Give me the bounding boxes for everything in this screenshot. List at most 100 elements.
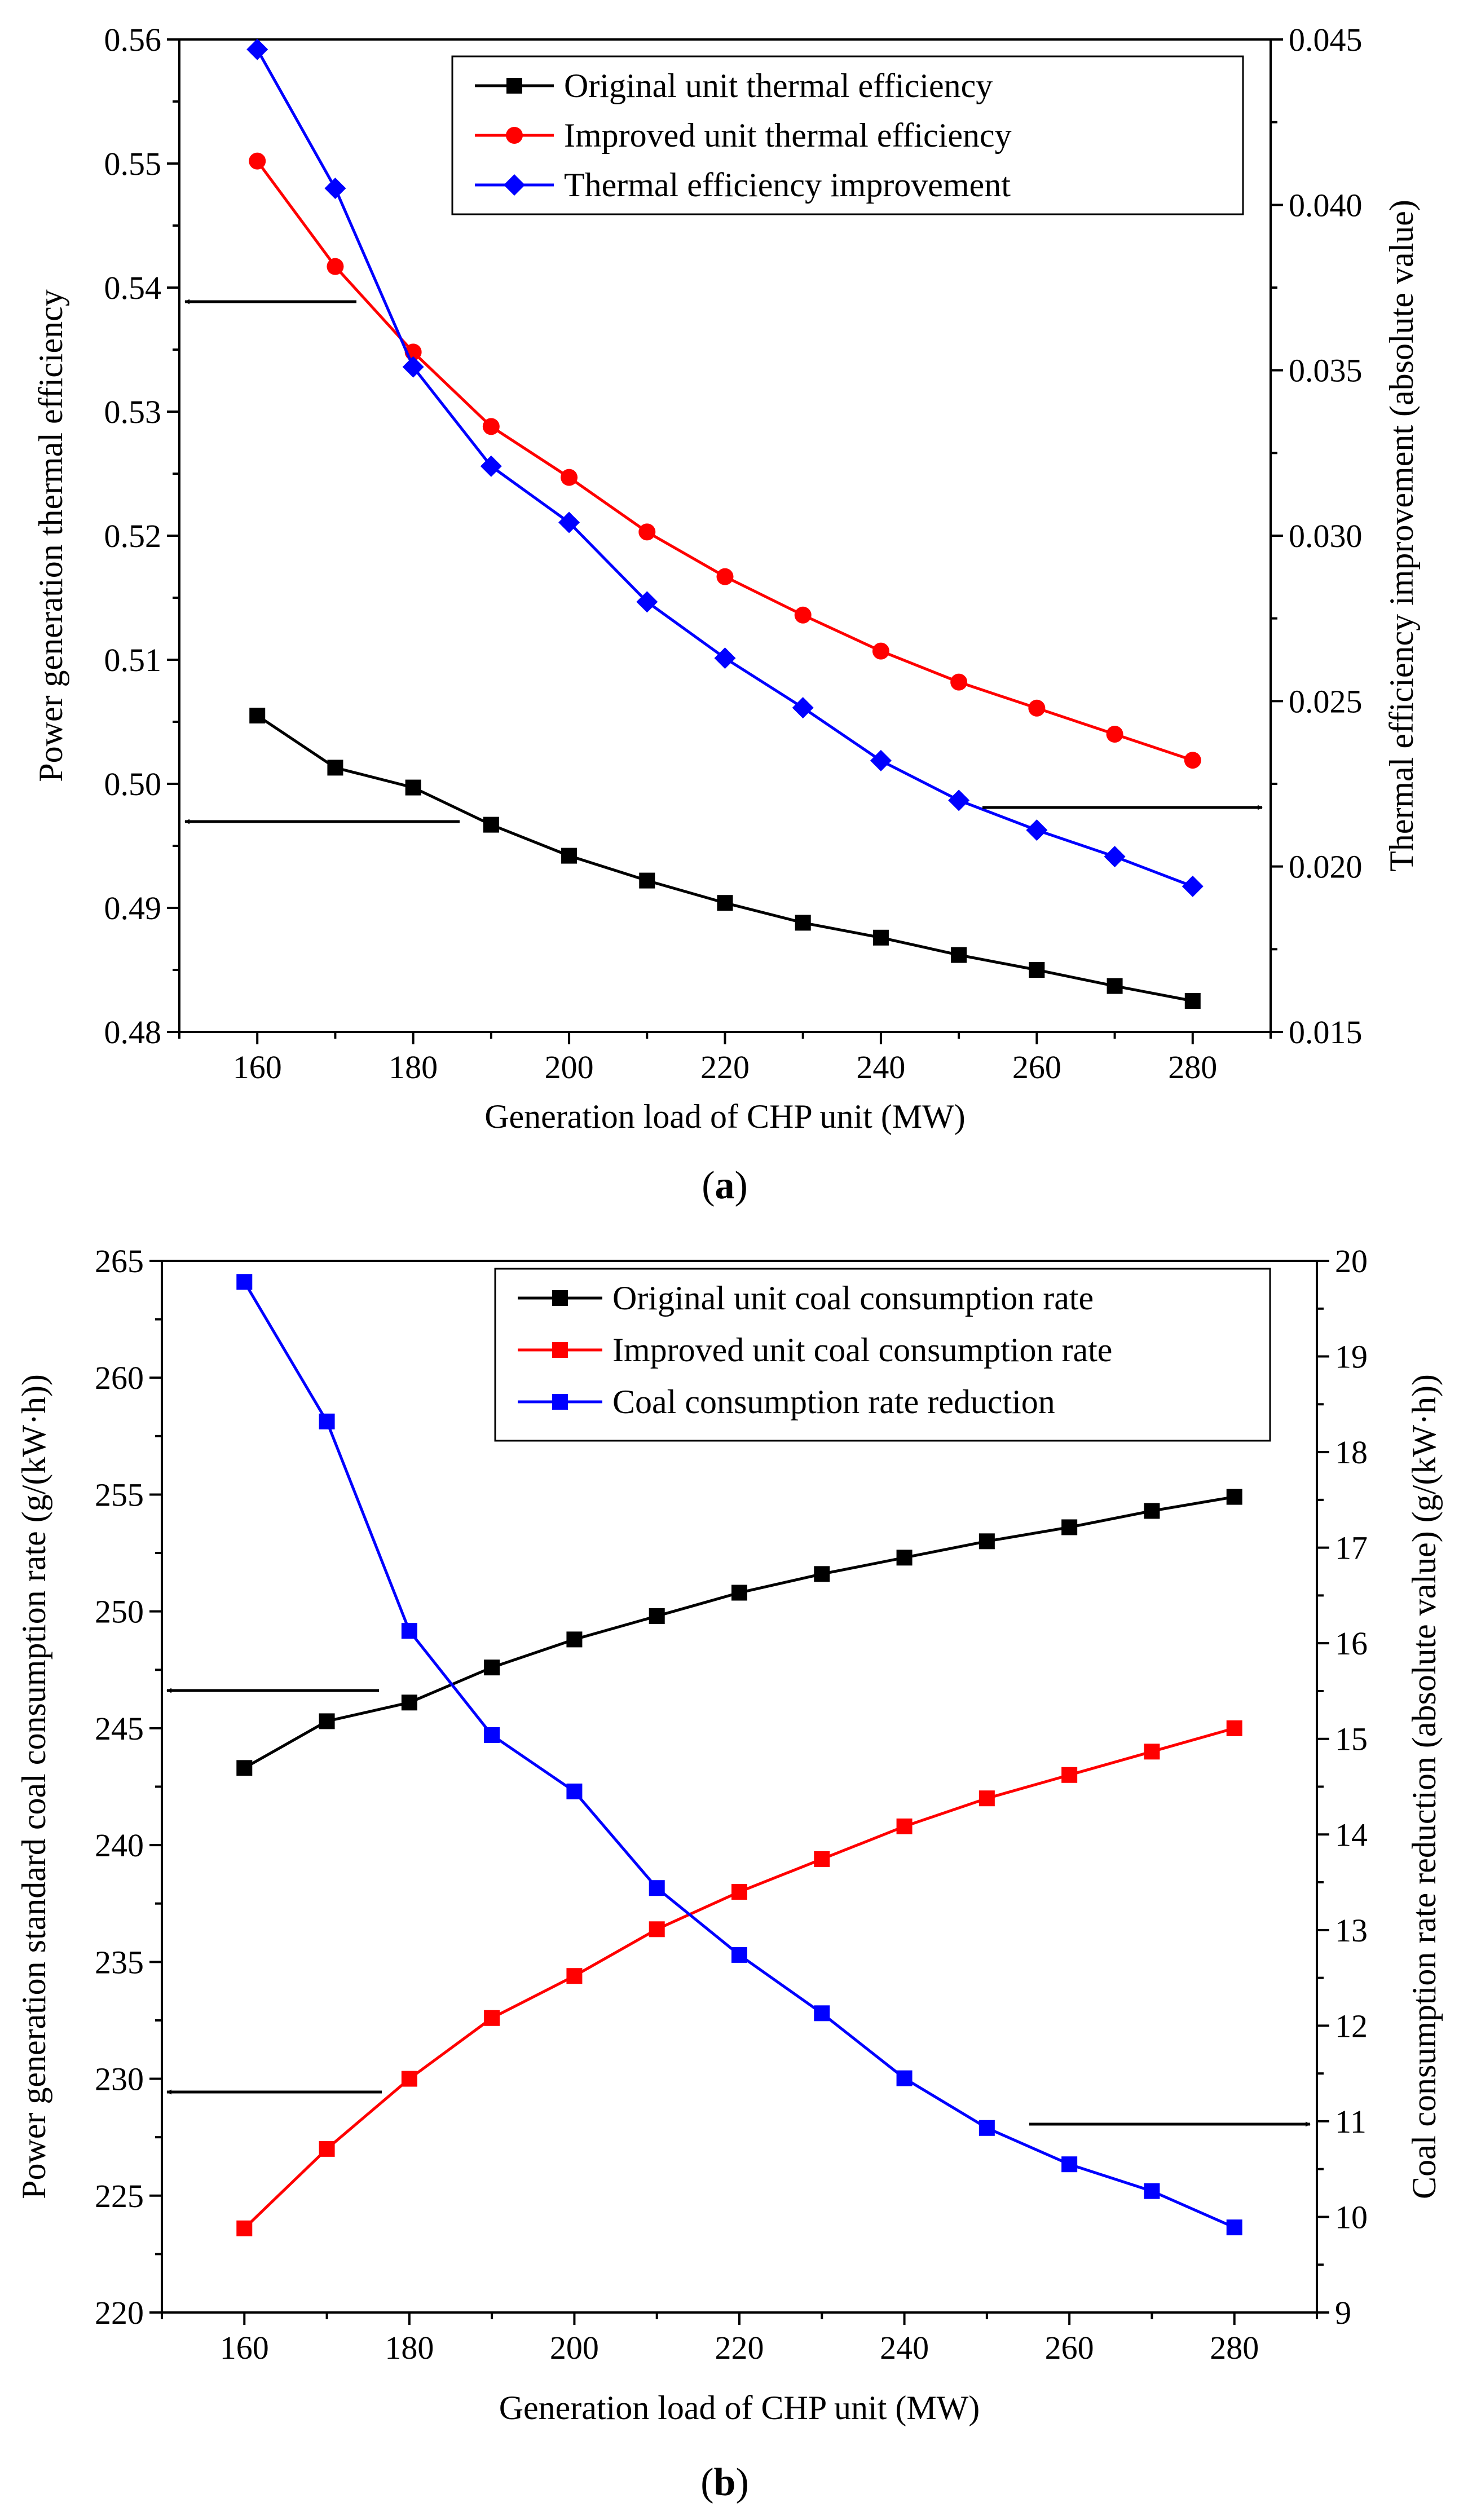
y-tick-label-225: 225 bbox=[95, 2178, 144, 2214]
series-line bbox=[244, 1495, 1235, 1769]
data-point-b-190 bbox=[484, 1660, 500, 1676]
chart-panel-a: 160 180 200 220 240 260 280 0.48 0.49 0.50 0.51 0.5… bbox=[32, 21, 1420, 1135]
x-tick-label-240: 240 bbox=[880, 2329, 929, 2366]
y-tick-label-0-56: 0.56 bbox=[104, 21, 162, 58]
y2-tick-label-16: 16 bbox=[1335, 1625, 1368, 1662]
data-point-a-270 bbox=[1104, 846, 1126, 868]
data-point-b-190 bbox=[484, 1727, 500, 1743]
y-tick-label-245: 245 bbox=[95, 1710, 144, 1747]
y2-tick-label-11: 11 bbox=[1335, 2103, 1367, 2140]
data-point-a-160 bbox=[246, 38, 268, 60]
data-point-a-180 bbox=[402, 356, 424, 378]
data-point-b-230 bbox=[814, 1566, 830, 1582]
data-point-b-220 bbox=[731, 1585, 747, 1601]
data-point-b-280 bbox=[1226, 2219, 1242, 2236]
legend-swatch-marker bbox=[552, 1394, 568, 1410]
x-tick-label-200: 200 bbox=[545, 1049, 594, 1085]
data-point-a-230 bbox=[794, 606, 812, 624]
data-point-b-200 bbox=[566, 1783, 583, 1799]
data-point-b-190 bbox=[484, 2010, 500, 2026]
y2-axis-title: Coal consumption rate reduction (absolut… bbox=[1405, 1374, 1443, 2199]
legend-box bbox=[494, 1268, 1271, 1442]
x-tick-label-280: 280 bbox=[1210, 2329, 1259, 2366]
y-tick-label-255: 255 bbox=[95, 1476, 144, 1513]
data-point-a-250 bbox=[951, 947, 967, 963]
y-tick-label-0-51: 0.51 bbox=[104, 642, 162, 678]
data-point-b-210 bbox=[649, 1608, 665, 1624]
y2-tick-label-0-035: 0.035 bbox=[1289, 352, 1363, 389]
y-tick-label-235: 235 bbox=[95, 1944, 144, 1980]
data-point-a-250 bbox=[948, 789, 970, 811]
series-improved-unit-thermal-efficiency bbox=[249, 152, 1201, 769]
y-tick-label-260: 260 bbox=[95, 1360, 144, 1396]
y-axis-title: Power generation standard coal consumpti… bbox=[15, 1374, 52, 2199]
x-axis-title: Generation load of CHP unit (MW) bbox=[484, 1098, 966, 1135]
data-point-b-280 bbox=[1226, 1720, 1242, 1736]
y2-tick-label-0-020: 0.020 bbox=[1289, 849, 1363, 885]
data-point-a-160 bbox=[249, 152, 266, 170]
data-point-a-200 bbox=[558, 511, 580, 533]
data-point-b-240 bbox=[896, 1818, 913, 1834]
y2-axis-title: Thermal efficiency improvement (absolute… bbox=[1383, 200, 1420, 872]
y-tick-label-0-48: 0.48 bbox=[104, 1014, 162, 1051]
y-tick-label-0-52: 0.52 bbox=[104, 518, 162, 554]
data-point-a-230 bbox=[792, 697, 814, 719]
y2-tick-label-9: 9 bbox=[1335, 2294, 1351, 2331]
data-point-b-260 bbox=[1061, 1519, 1078, 1535]
data-point-a-200 bbox=[561, 469, 578, 486]
data-point-a-160 bbox=[249, 708, 266, 723]
data-point-b-220 bbox=[731, 1947, 747, 1963]
y-tick-label-265: 265 bbox=[95, 1243, 144, 1279]
data-point-a-240 bbox=[870, 749, 892, 771]
data-point-a-190 bbox=[483, 817, 499, 833]
y2-tick-label-15: 15 bbox=[1335, 1721, 1368, 1758]
data-point-b-250 bbox=[978, 1533, 995, 1550]
legend-swatch-marker bbox=[506, 127, 523, 144]
legend: Original unit thermal efficiency Improved… bbox=[451, 55, 1244, 215]
data-point-b-200 bbox=[566, 1631, 583, 1648]
x-tick-label-180: 180 bbox=[389, 1049, 438, 1085]
data-point-b-160 bbox=[236, 2220, 253, 2236]
data-point-a-220 bbox=[716, 568, 734, 585]
series-original-unit-coal-consumption-rate bbox=[236, 1489, 1242, 1776]
data-point-a-220 bbox=[714, 647, 736, 669]
data-point-b-270 bbox=[1144, 1744, 1160, 1760]
y2-tick-label-13: 13 bbox=[1335, 1912, 1368, 1949]
y-axis-title: Power generation thermal efficiency bbox=[32, 289, 69, 782]
data-point-b-210 bbox=[649, 1921, 665, 1938]
data-point-b-270 bbox=[1144, 1503, 1160, 1519]
legend-swatch-marker bbox=[504, 174, 525, 196]
data-point-a-180 bbox=[405, 779, 421, 796]
y-tick-label-0-50: 0.50 bbox=[104, 766, 162, 802]
caption-b: (b) bbox=[700, 2461, 749, 2504]
x-tick-label-260: 260 bbox=[1012, 1049, 1061, 1085]
data-point-a-240 bbox=[872, 642, 889, 660]
data-point-b-280 bbox=[1226, 1489, 1242, 1505]
x-tick-label-260: 260 bbox=[1045, 2329, 1094, 2366]
data-point-a-280 bbox=[1182, 875, 1204, 897]
series-coal-consumption-rate-reduction bbox=[236, 1274, 1242, 2236]
x-tick-label-160: 160 bbox=[220, 2329, 269, 2366]
y2-tick-label-19: 19 bbox=[1335, 1339, 1368, 1375]
x-tick-label-220: 220 bbox=[715, 2329, 764, 2366]
legend-entry-thermal-efficiency-improvement: Thermal efficiency improvement bbox=[564, 166, 1011, 204]
data-point-a-210 bbox=[639, 872, 655, 889]
y-tick-label-0-53: 0.53 bbox=[104, 394, 162, 430]
x-tick-label-160: 160 bbox=[233, 1049, 282, 1085]
series-improved-unit-coal-consumption-rate bbox=[236, 1720, 1242, 2236]
data-point-a-170 bbox=[327, 760, 343, 776]
data-point-b-170 bbox=[319, 1413, 335, 1429]
legend-box bbox=[451, 55, 1244, 215]
y2-tick-label-12: 12 bbox=[1335, 2007, 1368, 2044]
legend-swatch-marker bbox=[552, 1290, 568, 1306]
data-point-a-270 bbox=[1106, 726, 1123, 743]
x-tick-label-240: 240 bbox=[856, 1049, 905, 1085]
data-point-a-260 bbox=[1029, 962, 1045, 978]
legend-entry-coal-consumption-rate-reduction: Coal consumption rate reduction bbox=[612, 1383, 1055, 1420]
y2-tick-label-18: 18 bbox=[1335, 1434, 1368, 1471]
data-point-b-210 bbox=[649, 1880, 665, 1896]
data-point-b-250 bbox=[978, 1790, 995, 1807]
data-point-a-260 bbox=[1028, 699, 1046, 717]
y2-tick-label-0-015: 0.015 bbox=[1289, 1014, 1363, 1051]
